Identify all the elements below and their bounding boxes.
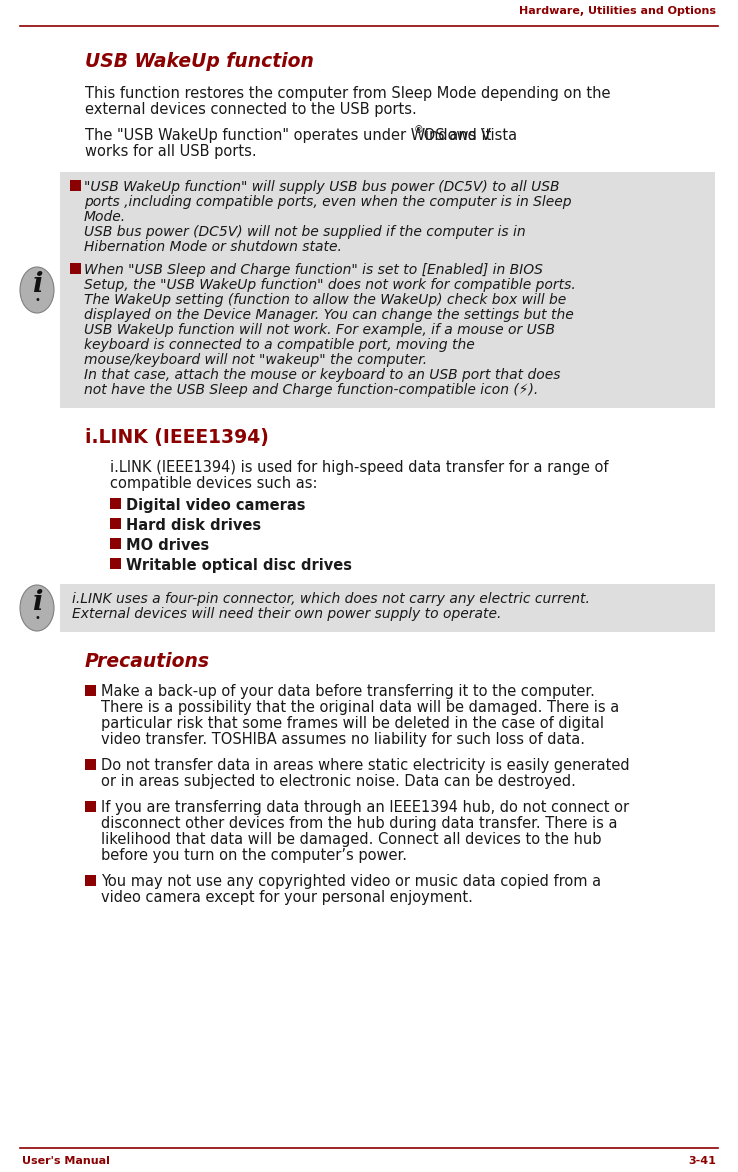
Text: USB WakeUp function: USB WakeUp function — [85, 52, 314, 71]
Text: Make a back-up of your data before transferring it to the computer.: Make a back-up of your data before trans… — [101, 684, 595, 699]
FancyBboxPatch shape — [110, 558, 121, 568]
Text: •: • — [34, 613, 40, 624]
Text: likelihood that data will be damaged. Connect all devices to the hub: likelihood that data will be damaged. Co… — [101, 832, 601, 847]
Text: Hard disk drives: Hard disk drives — [126, 518, 261, 533]
Text: ports ,including compatible ports, even when the computer is in Sleep: ports ,including compatible ports, even … — [84, 195, 571, 209]
FancyBboxPatch shape — [110, 498, 121, 509]
Text: OS and it: OS and it — [419, 128, 492, 143]
Ellipse shape — [20, 585, 54, 631]
Ellipse shape — [20, 267, 54, 313]
Text: compatible devices such as:: compatible devices such as: — [110, 476, 317, 491]
FancyBboxPatch shape — [60, 584, 715, 632]
Text: When "USB Sleep and Charge function" is set to [Enabled] in BIOS: When "USB Sleep and Charge function" is … — [84, 263, 543, 277]
Text: If you are transferring data through an IEEE1394 hub, do not connect or: If you are transferring data through an … — [101, 800, 629, 815]
Text: video camera except for your personal enjoyment.: video camera except for your personal en… — [101, 890, 473, 905]
Text: before you turn on the computer’s power.: before you turn on the computer’s power. — [101, 849, 407, 863]
Text: mouse/keyboard will not "wakeup" the computer.: mouse/keyboard will not "wakeup" the com… — [84, 353, 427, 367]
FancyBboxPatch shape — [110, 518, 121, 529]
Text: You may not use any copyrighted video or music data copied from a: You may not use any copyrighted video or… — [101, 874, 601, 890]
Text: USB WakeUp function will not work. For example, if a mouse or USB: USB WakeUp function will not work. For e… — [84, 323, 555, 338]
Text: displayed on the Device Manager. You can change the settings but the: displayed on the Device Manager. You can… — [84, 308, 573, 322]
FancyBboxPatch shape — [60, 172, 715, 408]
Text: MO drives: MO drives — [126, 538, 210, 553]
Text: i.LINK uses a four-pin connector, which does not carry any electric current.: i.LINK uses a four-pin connector, which … — [72, 592, 590, 606]
FancyBboxPatch shape — [110, 538, 121, 548]
Text: Precautions: Precautions — [85, 652, 210, 672]
Text: Do not transfer data in areas where static electricity is easily generated: Do not transfer data in areas where stat… — [101, 758, 630, 774]
Text: i: i — [32, 271, 42, 298]
FancyBboxPatch shape — [85, 875, 96, 886]
Text: or in areas subjected to electronic noise. Data can be destroyed.: or in areas subjected to electronic nois… — [101, 774, 576, 789]
Text: 3-41: 3-41 — [688, 1156, 716, 1166]
Text: Setup, the "USB WakeUp function" does not work for compatible ports.: Setup, the "USB WakeUp function" does no… — [84, 278, 576, 292]
Text: i.LINK (IEEE1394) is used for high-speed data transfer for a range of: i.LINK (IEEE1394) is used for high-speed… — [110, 459, 609, 475]
Text: The WakeUp setting (function to allow the WakeUp) check box will be: The WakeUp setting (function to allow th… — [84, 293, 566, 307]
Text: disconnect other devices from the hub during data transfer. There is a: disconnect other devices from the hub du… — [101, 816, 618, 831]
Text: •: • — [34, 295, 40, 305]
Text: The "USB WakeUp function" operates under Windows Vista: The "USB WakeUp function" operates under… — [85, 128, 517, 143]
Text: keyboard is connected to a compatible port, moving the: keyboard is connected to a compatible po… — [84, 338, 475, 352]
Text: In that case, attach the mouse or keyboard to an USB port that does: In that case, attach the mouse or keyboa… — [84, 368, 560, 382]
FancyBboxPatch shape — [85, 800, 96, 812]
Text: USB bus power (DC5V) will not be supplied if the computer is in: USB bus power (DC5V) will not be supplie… — [84, 225, 525, 239]
Text: external devices connected to the USB ports.: external devices connected to the USB po… — [85, 102, 417, 117]
Text: i.LINK (IEEE1394): i.LINK (IEEE1394) — [85, 428, 269, 447]
FancyBboxPatch shape — [70, 263, 81, 274]
FancyBboxPatch shape — [85, 684, 96, 696]
Text: User's Manual: User's Manual — [22, 1156, 110, 1166]
Text: External devices will need their own power supply to operate.: External devices will need their own pow… — [72, 607, 501, 621]
Text: This function restores the computer from Sleep Mode depending on the: This function restores the computer from… — [85, 86, 610, 101]
FancyBboxPatch shape — [70, 180, 81, 191]
Text: not have the USB Sleep and Charge function-compatible icon (⚡).: not have the USB Sleep and Charge functi… — [84, 383, 538, 397]
Text: Hibernation Mode or shutdown state.: Hibernation Mode or shutdown state. — [84, 240, 342, 254]
Text: There is a possibility that the original data will be damaged. There is a: There is a possibility that the original… — [101, 700, 619, 715]
Text: Digital video cameras: Digital video cameras — [126, 498, 306, 513]
Text: Mode.: Mode. — [84, 210, 126, 224]
Text: works for all USB ports.: works for all USB ports. — [85, 144, 257, 159]
Text: video transfer. TOSHIBA assumes no liability for such loss of data.: video transfer. TOSHIBA assumes no liabi… — [101, 732, 585, 747]
Text: Writable optical disc drives: Writable optical disc drives — [126, 558, 352, 573]
Text: i: i — [32, 588, 42, 615]
FancyBboxPatch shape — [85, 759, 96, 770]
Text: particular risk that some frames will be deleted in the case of digital: particular risk that some frames will be… — [101, 716, 604, 731]
Text: "USB WakeUp function" will supply USB bus power (DC5V) to all USB: "USB WakeUp function" will supply USB bu… — [84, 180, 559, 195]
Text: Hardware, Utilities and Options: Hardware, Utilities and Options — [519, 6, 716, 16]
Text: ®: ® — [413, 125, 423, 135]
